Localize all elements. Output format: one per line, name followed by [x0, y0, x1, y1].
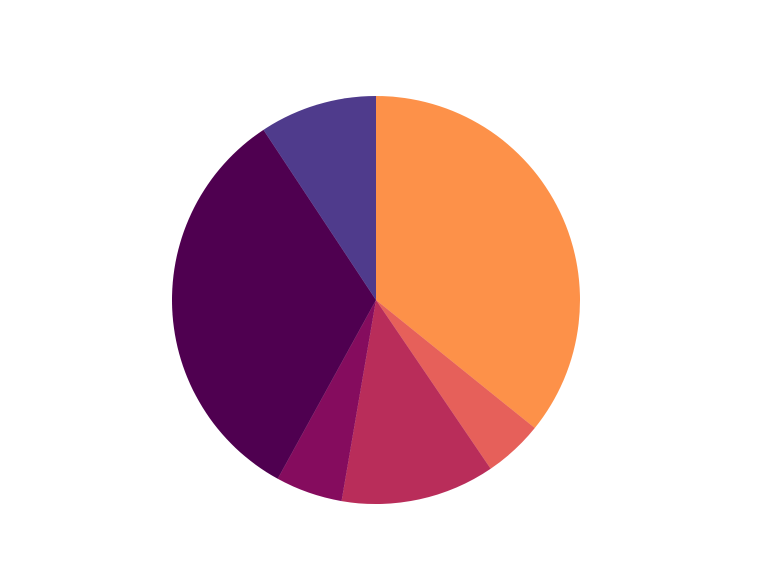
pie-slice [341, 300, 491, 504]
pie-slice [376, 300, 535, 469]
pie-slice [376, 96, 581, 429]
pie-slice [263, 96, 376, 300]
pie-slice [277, 300, 376, 502]
pie-slice [171, 129, 376, 479]
